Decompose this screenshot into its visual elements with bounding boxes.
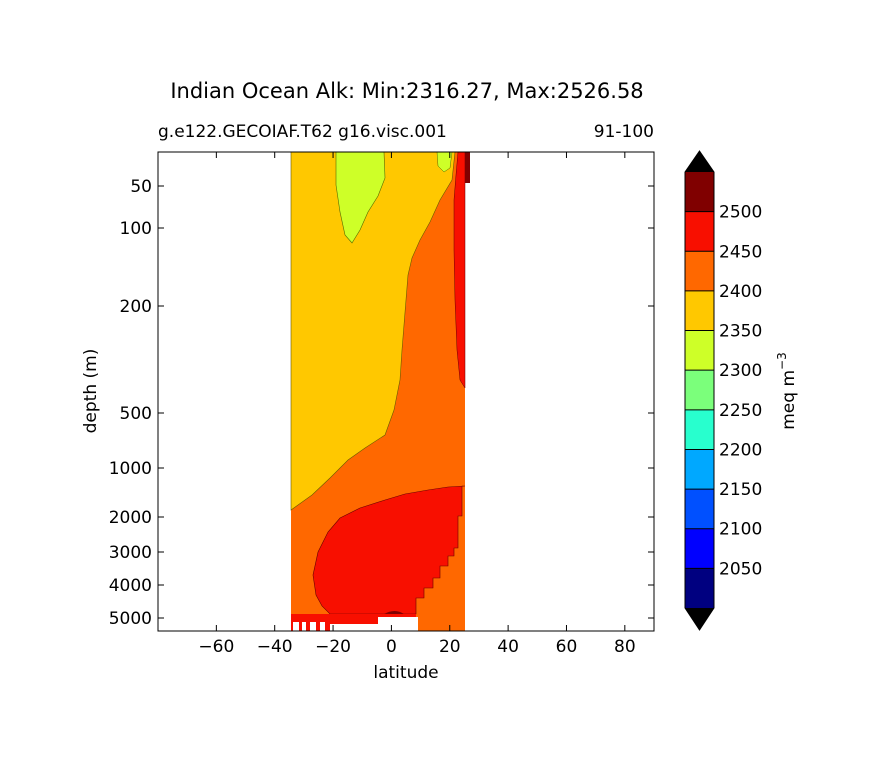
contour-band-2350-2400 xyxy=(290,151,456,511)
y-tick-label: 500 xyxy=(120,404,152,424)
colorbar-swatch xyxy=(685,251,714,291)
colorbar-swatch xyxy=(685,330,714,371)
colorbar-swatch xyxy=(685,449,714,490)
contour-band-2300-2350 xyxy=(335,151,386,244)
chart-subtitle-left: g.e122.GECOIAF.T62 g16.visc.001 xyxy=(158,122,447,142)
x-tick-label: 80 xyxy=(614,637,636,657)
plot-frame xyxy=(157,151,655,632)
colorbar-swatch xyxy=(685,370,714,410)
colorbar-tick-label: 2300 xyxy=(719,361,762,381)
contour-band-2500-2550-bottom xyxy=(384,611,404,614)
colorbar-tick-label: 2150 xyxy=(719,480,762,500)
colorbar: 2050 2100 2150 2200 2250 2300 2350 2400 2450 2500 xyxy=(684,150,762,631)
colorbar-swatch xyxy=(685,290,714,331)
chart-subtitle-right: 91-100 xyxy=(594,122,654,142)
colorbar-swatch xyxy=(685,568,714,608)
colorbar-tick-label: 2400 xyxy=(719,282,762,302)
x-axis: −60 −40 −20 0 20 40 60 80 xyxy=(198,152,636,657)
y-tick-label: 2000 xyxy=(109,508,152,528)
colorbar-swatch xyxy=(685,409,714,450)
bottom-topography-mask xyxy=(293,617,418,631)
colorbar-tick-label: 2450 xyxy=(719,242,762,262)
colorbar-extend-max xyxy=(685,151,714,172)
contour-fills xyxy=(290,151,470,631)
colorbar-tick-label: 2500 xyxy=(719,203,762,223)
x-tick-label: 60 xyxy=(556,637,578,657)
x-axis-label: latitude xyxy=(373,663,438,683)
y-tick-label: 1000 xyxy=(109,459,152,479)
x-tick-label: −40 xyxy=(257,637,293,657)
colorbar-swatch xyxy=(685,211,714,252)
colorbar-label-exponent: −3 xyxy=(775,352,789,370)
y-tick-label: 100 xyxy=(120,219,152,239)
contour-band-2500-2550-surface xyxy=(465,152,470,183)
x-tick-label: 20 xyxy=(439,637,461,657)
y-axis: 50 100 200 500 1000 2000 3000 4000 5000 xyxy=(109,177,654,629)
x-tick-label: 0 xyxy=(386,637,397,657)
colorbar-outline xyxy=(684,150,715,631)
colorbar-tick-label: 2250 xyxy=(719,401,762,421)
y-tick-label: 200 xyxy=(120,297,152,317)
x-tick-label: 40 xyxy=(497,637,519,657)
y-tick-label: 4000 xyxy=(109,576,152,596)
colorbar-swatch xyxy=(685,528,714,569)
x-tick-label: −20 xyxy=(315,637,351,657)
colorbar-tick-label: 2050 xyxy=(719,559,762,579)
colorbar-swatch xyxy=(685,489,714,529)
y-tick-label: 50 xyxy=(130,177,152,197)
y-tick-label: 5000 xyxy=(109,609,152,629)
contour-band-2450-2500-north xyxy=(453,151,466,389)
contour-band-2450-2500-deep xyxy=(312,485,466,615)
colorbar-extend-min xyxy=(685,608,714,630)
chart-title: Indian Ocean Alk: Min:2316.27, Max:2526.… xyxy=(170,79,643,103)
colorbar-tick-label: 2200 xyxy=(719,440,762,460)
x-tick-label: −60 xyxy=(198,637,234,657)
colorbar-label-text: meq m xyxy=(779,370,799,430)
colorbar-swatch xyxy=(685,172,714,212)
y-tick-label: 3000 xyxy=(109,543,152,563)
colorbar-label: meq m−3 xyxy=(775,352,799,429)
colorbar-tick-label: 2350 xyxy=(719,322,762,342)
colorbar-tick-label: 2100 xyxy=(719,520,762,540)
y-axis-label: depth (m) xyxy=(81,349,101,434)
